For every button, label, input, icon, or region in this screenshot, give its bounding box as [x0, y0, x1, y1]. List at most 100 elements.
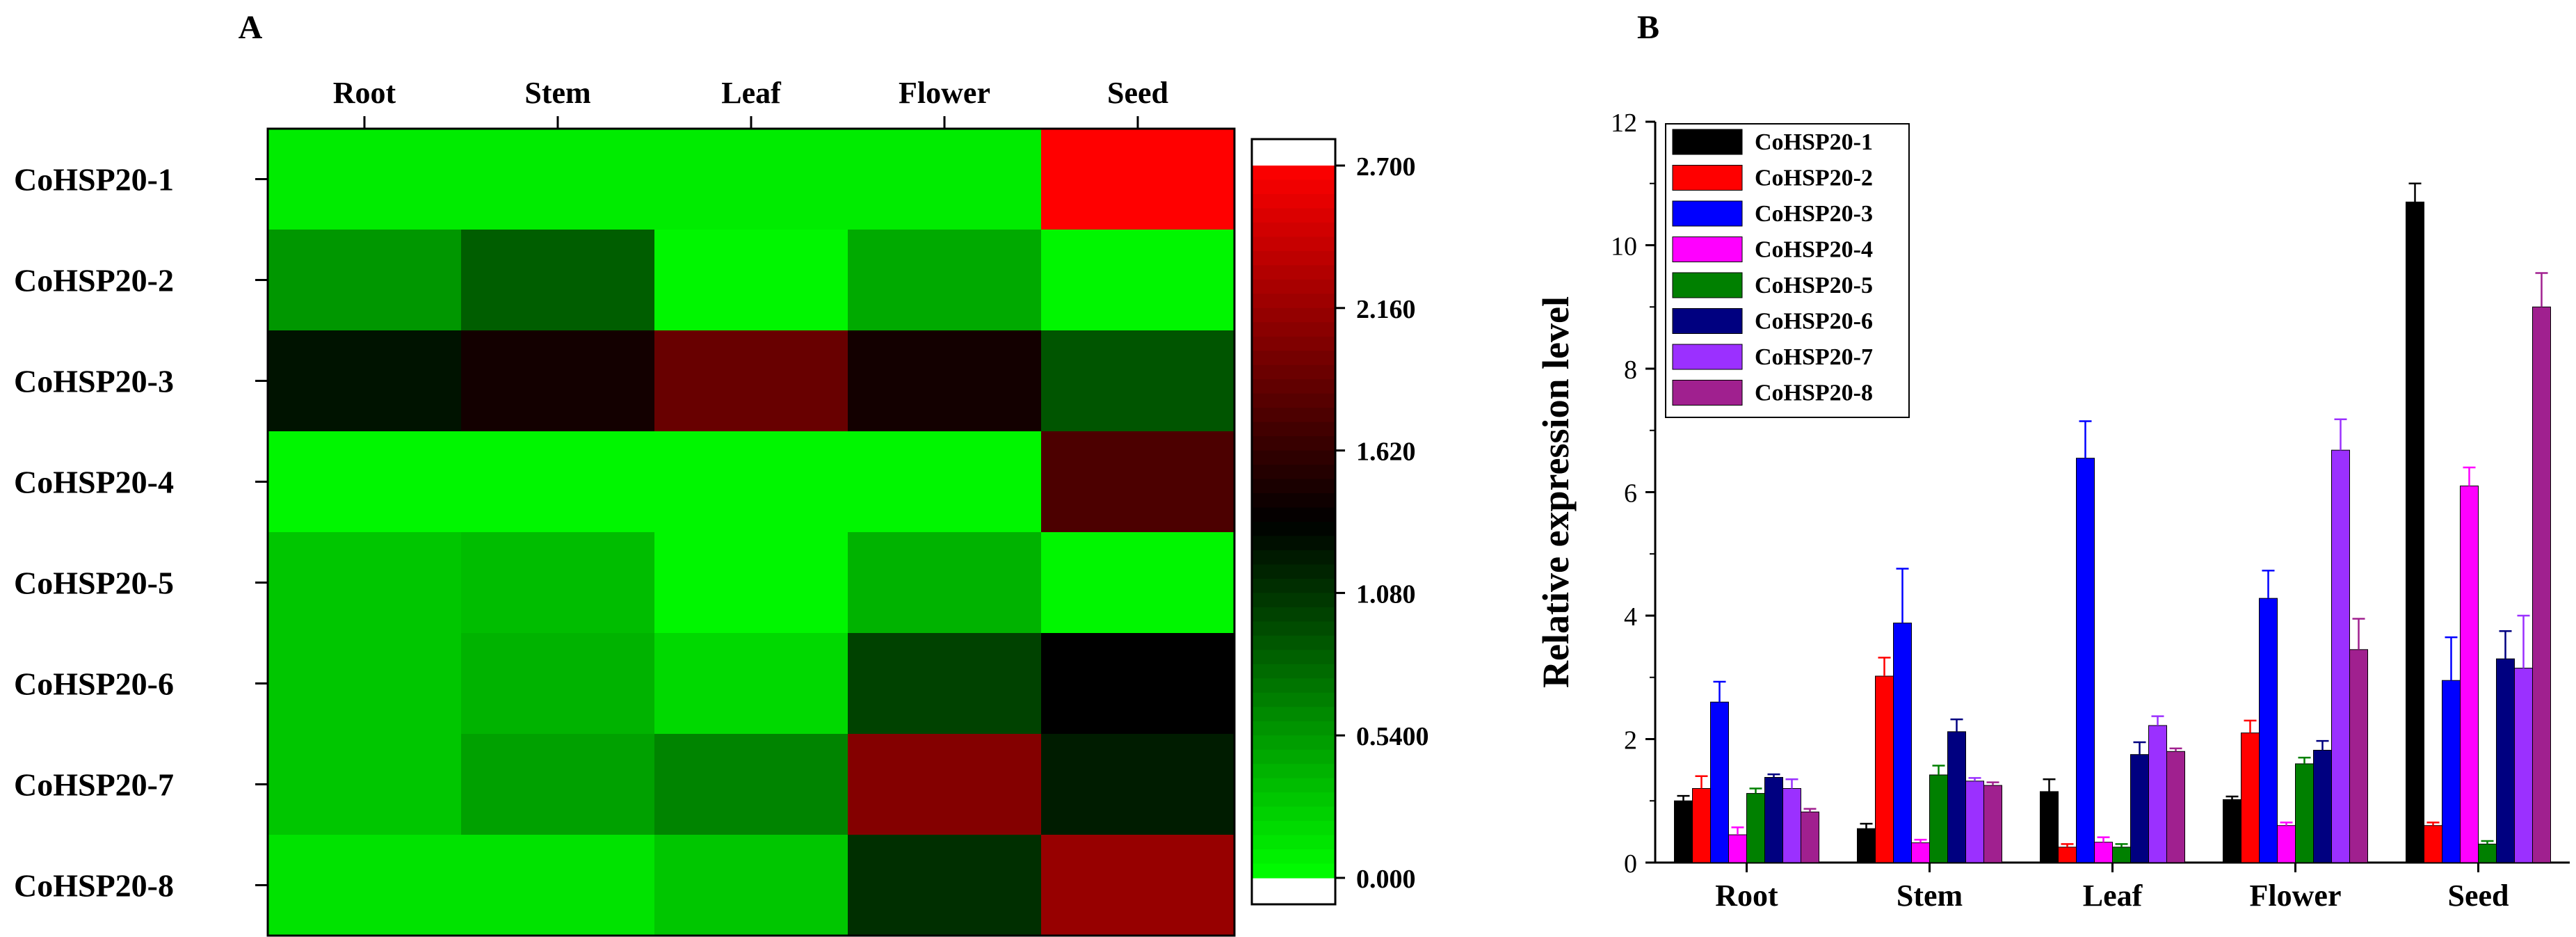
colorbar-segment	[1252, 607, 1335, 622]
colorbar-segment	[1252, 465, 1335, 480]
heatmap-column-label: Leaf	[721, 76, 782, 110]
heatmap-cell	[268, 633, 462, 735]
bar-chart: 0 2 4 6 8 10 12 Relative expression level Root St…	[1535, 109, 2570, 913]
heatmap-cell	[461, 431, 655, 533]
bar	[2223, 799, 2241, 863]
heatmap-cell	[268, 532, 462, 634]
colorbar-tick-label: 1.080	[1356, 579, 1416, 609]
heatmap-column-label: Seed	[1107, 76, 1168, 110]
colorbar-segment	[1252, 849, 1335, 865]
bar	[2460, 486, 2479, 863]
bar	[2424, 825, 2442, 863]
heatmap-cell	[848, 230, 1042, 331]
heatmap-column-label: Root	[333, 76, 396, 110]
panel-b-label: B	[1637, 9, 1659, 46]
heatmap-cell	[461, 532, 655, 634]
bar	[2112, 847, 2131, 863]
colorbar-segment	[1252, 179, 1335, 195]
bar	[2496, 658, 2515, 863]
colorbar-segment	[1252, 863, 1335, 879]
heatmap-cell	[654, 835, 848, 936]
bar	[1801, 811, 1819, 863]
heatmap-cell	[461, 330, 655, 432]
bar	[1728, 834, 1747, 863]
bar	[2130, 754, 2149, 863]
heatmap-cell	[461, 230, 655, 331]
bar	[2532, 306, 2551, 863]
heatmap-cell	[848, 129, 1042, 230]
colorbar-tick-label: 0.5400	[1356, 722, 1429, 751]
colorbar-segment	[1252, 379, 1335, 394]
colorbar-segment	[1252, 422, 1335, 437]
colorbar-segment	[1252, 536, 1335, 551]
legend-swatch	[1672, 272, 1743, 298]
heatmap-cell	[1041, 734, 1235, 835]
heatmap-row-label: CoHSP20-2	[14, 263, 174, 298]
bar	[1782, 788, 1801, 863]
bar	[1929, 774, 1948, 863]
bar	[2040, 791, 2059, 863]
y-tick-label: 10	[1611, 232, 1637, 262]
colorbar-segment	[1252, 593, 1335, 608]
colorbar-segment	[1252, 635, 1335, 650]
heatmap-cell	[1041, 230, 1235, 331]
bar	[1710, 701, 1729, 863]
heatmap-cell	[1041, 532, 1235, 634]
bar	[2478, 843, 2497, 863]
heatmap-cell	[848, 330, 1042, 432]
colorbar-tick-label: 2.160	[1356, 295, 1416, 324]
legend-label: CoHSP20-2	[1755, 166, 1873, 191]
bar	[2166, 751, 2185, 863]
heatmap-row-label: CoHSP20-4	[14, 465, 174, 500]
x-tick-label: Seed	[2448, 879, 2509, 913]
colorbar-segment	[1252, 294, 1335, 309]
colorbar-segment	[1252, 436, 1335, 451]
heatmap-cell	[268, 734, 462, 835]
y-tick-label: 8	[1624, 355, 1637, 385]
legend-label: CoHSP20-5	[1755, 273, 1873, 298]
bar	[1983, 785, 2002, 863]
colorbar-segment	[1252, 578, 1335, 593]
colorbar-segment	[1252, 365, 1335, 380]
legend-label: CoHSP20-8	[1755, 381, 1873, 406]
colorbar-segment	[1252, 678, 1335, 694]
colorbar-segment	[1252, 393, 1335, 408]
bar	[1692, 788, 1711, 863]
heatmap-cell	[654, 230, 848, 331]
legend-label: CoHSP20-6	[1755, 309, 1873, 335]
heatmap-cell	[654, 330, 848, 432]
x-tick-label: Leaf	[2083, 879, 2143, 913]
colorbar-segment	[1252, 749, 1335, 764]
bar	[2331, 449, 2350, 863]
bar	[1965, 780, 1984, 863]
colorbar-segment	[1252, 479, 1335, 494]
heatmap-cell	[848, 633, 1042, 735]
colorbar-segment	[1252, 550, 1335, 566]
heatmap-cell	[1041, 633, 1235, 735]
heatmap-cell	[1041, 330, 1235, 432]
bar	[2313, 749, 2332, 863]
heatmap-cell	[848, 431, 1042, 533]
heatmap-cell	[654, 431, 848, 533]
heatmap-row-label: CoHSP20-6	[14, 666, 174, 702]
colorbar-segment	[1252, 307, 1335, 323]
colorbar-segment	[1252, 621, 1335, 636]
colorbar-segment	[1252, 664, 1335, 679]
heatmap-row-label: CoHSP20-5	[14, 566, 174, 601]
legend-label: CoHSP20-1	[1755, 129, 1873, 155]
heatmap-cell	[848, 532, 1042, 634]
heatmap-cell	[1041, 129, 1235, 230]
colorbar-segment	[1252, 507, 1335, 522]
bar	[1764, 777, 1783, 863]
y-axis-label: Relative expression level	[1535, 296, 1577, 688]
y-tick-label: 4	[1624, 602, 1637, 632]
colorbar-segment	[1252, 351, 1335, 366]
heatmap-column-label: Flower	[899, 76, 990, 110]
heatmap-cell	[461, 129, 655, 230]
bar	[1947, 731, 1966, 863]
colorbar-segment	[1252, 522, 1335, 537]
colorbar-segment	[1252, 336, 1335, 351]
heatmap-cell	[268, 330, 462, 432]
heatmap-cell	[461, 835, 655, 936]
